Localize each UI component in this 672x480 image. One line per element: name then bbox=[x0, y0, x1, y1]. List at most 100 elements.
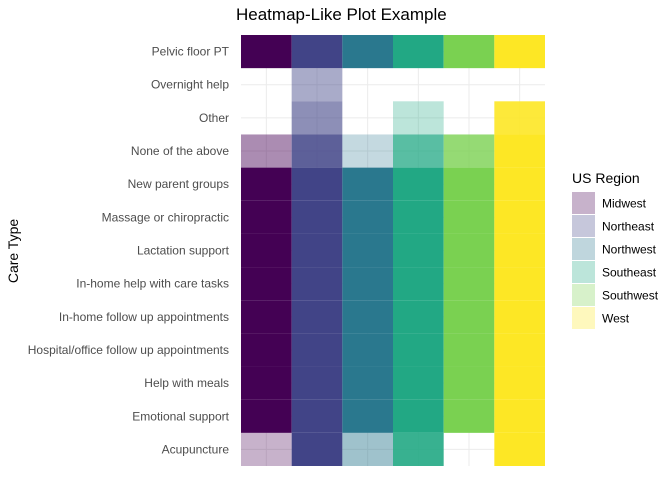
legend-label: Southeast bbox=[602, 266, 657, 280]
heatmap-tile-midwest bbox=[241, 366, 292, 400]
y-tick-label: Lactation support bbox=[137, 244, 230, 258]
heatmap-tile-southeast bbox=[393, 267, 444, 301]
heatmap-tile-southwest bbox=[443, 300, 495, 334]
heatmap-tile-west bbox=[494, 134, 545, 168]
heatmap-tile-midwest bbox=[241, 200, 292, 234]
legend-key-swatch bbox=[572, 238, 595, 260]
heatmap-tile-northwest bbox=[342, 300, 393, 334]
heatmap-tile-midwest bbox=[241, 432, 292, 466]
y-tick-label: Hospital/office follow up appointments bbox=[28, 343, 229, 357]
heatmap-tile-west bbox=[494, 233, 545, 268]
legend-item-midwest: Midwest bbox=[572, 192, 647, 214]
heatmap-tiles bbox=[241, 35, 545, 466]
heatmap-tile-southwest bbox=[443, 233, 495, 268]
heatmap-tile-southeast bbox=[393, 35, 444, 69]
heatmap-tile-northeast bbox=[291, 333, 343, 367]
heatmap-tile-southeast bbox=[393, 366, 444, 400]
legend-label: West bbox=[602, 312, 630, 326]
heatmap-tile-southeast bbox=[393, 233, 444, 268]
chart-title: Heatmap-Like Plot Example bbox=[236, 5, 447, 24]
heatmap-tile-west bbox=[494, 399, 545, 433]
heatmap-tile-midwest bbox=[241, 167, 292, 201]
heatmap-tile-northeast bbox=[291, 68, 343, 102]
legend-item-southwest: Southwest bbox=[572, 284, 659, 306]
legend-label: Midwest bbox=[602, 197, 647, 211]
legend-label: Northeast bbox=[602, 220, 655, 234]
heatmap-tile-midwest bbox=[241, 233, 292, 268]
heatmap-tile-southeast bbox=[393, 101, 444, 135]
legend-key-swatch bbox=[572, 261, 595, 283]
heatmap-tile-midwest bbox=[241, 300, 292, 334]
legend-label: Northwest bbox=[602, 243, 657, 257]
y-tick-label: Massage or chiropractic bbox=[102, 210, 229, 224]
heatmap-tile-northwest bbox=[342, 134, 393, 168]
heatmap-tile-west bbox=[494, 432, 545, 466]
heatmap-tile-southeast bbox=[393, 300, 444, 334]
legend-title: US Region bbox=[572, 170, 640, 186]
legend-label: Southwest bbox=[602, 289, 659, 303]
heatmap-tile-midwest bbox=[241, 333, 292, 367]
y-axis-tick-labels: Pelvic floor PT Overnight help Other None o… bbox=[28, 45, 230, 457]
heatmap-tile-southwest bbox=[443, 134, 495, 168]
heatmap-tile-northeast bbox=[291, 399, 343, 433]
heatmap-tile-southwest bbox=[443, 366, 495, 400]
heatmap-tile-southeast bbox=[393, 167, 444, 201]
legend-key-swatch bbox=[572, 307, 595, 329]
legend-item-west: West bbox=[572, 307, 630, 329]
heatmap-tile-southwest bbox=[443, 200, 495, 234]
heatmap-tile-west bbox=[494, 101, 545, 135]
y-tick-label: Acupuncture bbox=[162, 442, 230, 456]
heatmap-tile-southwest bbox=[443, 35, 495, 69]
heatmap-tile-southeast bbox=[393, 432, 444, 466]
heatmap-tile-northeast bbox=[291, 300, 343, 334]
y-tick-label: Help with meals bbox=[144, 376, 229, 390]
heatmap-tile-west bbox=[494, 333, 545, 367]
heatmap-tile-northwest bbox=[342, 167, 393, 201]
heatmap-tile-southeast bbox=[393, 134, 444, 168]
y-axis-label: Care Type bbox=[5, 219, 21, 284]
heatmap-tile-west bbox=[494, 167, 545, 201]
heatmap-tile-southeast bbox=[393, 399, 444, 433]
heatmap-tile-northeast bbox=[291, 134, 343, 168]
y-tick-label: In-home help with care tasks bbox=[76, 277, 229, 291]
heatmap-tile-northwest bbox=[342, 35, 393, 69]
heatmap-tile-midwest bbox=[241, 267, 292, 301]
heatmap-tile-northeast bbox=[291, 200, 343, 234]
y-tick-label: In-home follow up appointments bbox=[59, 310, 229, 324]
heatmap-tile-northwest bbox=[342, 233, 393, 268]
heatmap-tile-northwest bbox=[342, 200, 393, 234]
heatmap-tile-northwest bbox=[342, 432, 393, 466]
y-tick-label: New parent groups bbox=[128, 177, 229, 191]
y-tick-label: None of the above bbox=[131, 144, 229, 158]
heatmap-tile-west bbox=[494, 300, 545, 334]
heatmap-tile-northeast bbox=[291, 267, 343, 301]
heatmap-tile-southwest bbox=[443, 267, 495, 301]
legend-key-swatch bbox=[572, 192, 595, 214]
legend-item-southeast: Southeast bbox=[572, 261, 657, 283]
heatmap-tile-northeast bbox=[291, 167, 343, 201]
heatmap-tile-west bbox=[494, 200, 545, 234]
legend-items: Midwest Northeast Northwest Southeast Southw… bbox=[572, 192, 659, 329]
y-tick-label: Emotional support bbox=[132, 409, 229, 423]
heatmap-tile-midwest bbox=[241, 134, 292, 168]
heatmap-tile-northwest bbox=[342, 366, 393, 400]
heatmap-tile-northwest bbox=[342, 267, 393, 301]
y-tick-label: Pelvic floor PT bbox=[152, 45, 230, 59]
heatmap-tile-southwest bbox=[443, 167, 495, 201]
legend-item-northwest: Northwest bbox=[572, 238, 657, 260]
legend-item-northeast: Northeast bbox=[572, 215, 655, 237]
heatmap-tile-northwest bbox=[342, 399, 393, 433]
heatmap-tile-southwest bbox=[443, 399, 495, 433]
heatmap-tile-midwest bbox=[241, 35, 292, 69]
legend-key-swatch bbox=[572, 215, 595, 237]
heatmap-tile-west bbox=[494, 366, 545, 400]
heatmap-tile-northwest bbox=[342, 333, 393, 367]
heatmap-tile-northeast bbox=[291, 101, 343, 135]
heatmap-tile-northeast bbox=[291, 233, 343, 268]
legend-key-swatch bbox=[572, 284, 595, 306]
heatmap-tile-west bbox=[494, 267, 545, 301]
heatmap-tile-midwest bbox=[241, 399, 292, 433]
y-tick-label: Other bbox=[199, 111, 229, 125]
legend: US Region Midwest Northeast Northwest South… bbox=[572, 170, 659, 329]
